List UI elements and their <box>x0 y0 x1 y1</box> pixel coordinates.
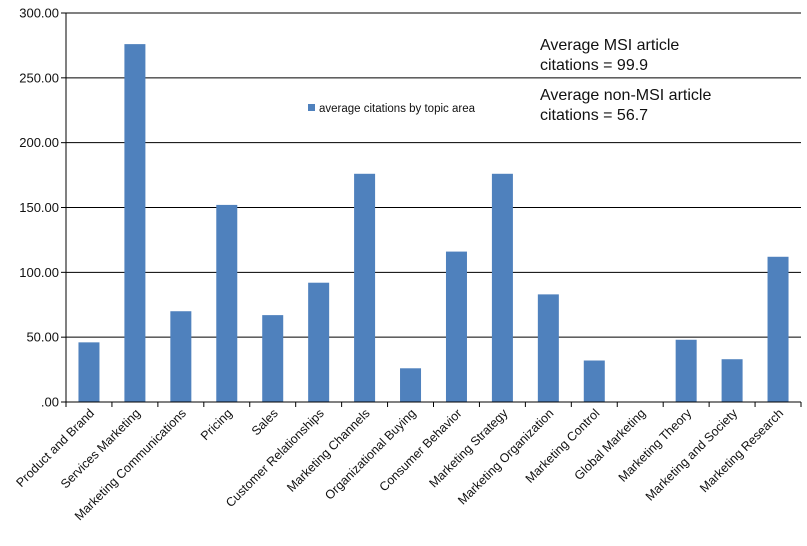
bar <box>721 359 743 402</box>
x-tick-label: Pricing <box>198 406 235 443</box>
x-tick-label: Marketing Research <box>697 406 786 495</box>
x-tick-label: Services Marketing <box>58 406 143 491</box>
non-msi-average-line2: citations = 56.7 <box>540 107 648 124</box>
y-tick-label: 200.00 <box>19 135 59 150</box>
x-tick-label: Sales <box>249 406 281 438</box>
bar <box>308 282 330 402</box>
bar <box>354 173 376 402</box>
bars <box>78 44 789 403</box>
msi-average-line2: citations = 99.9 <box>540 57 648 74</box>
y-tick-label: 100.00 <box>19 265 59 280</box>
bar <box>262 315 284 402</box>
msi-average-line1: Average MSI article <box>540 37 679 54</box>
y-tick-labels: .00 50.00 100.00 150.00 200.00 250.00 300.00 <box>19 6 59 410</box>
y-tick-label: 150.00 <box>19 200 59 215</box>
non-msi-average-line1: Average non-MSI article <box>540 87 711 104</box>
y-tick-label: 250.00 <box>19 70 59 85</box>
y-tick-label: 300.00 <box>19 6 59 21</box>
bar <box>675 339 697 402</box>
x-tick-label: Marketing and Society <box>643 406 741 504</box>
legend: average citations by topic area <box>308 103 476 115</box>
x-tick-label: Product and Brand <box>13 406 97 490</box>
x-tick-label: Organizational Buying <box>322 406 418 502</box>
bar <box>400 368 422 402</box>
bar <box>124 44 146 403</box>
bar <box>583 360 605 402</box>
bar <box>537 294 559 402</box>
bar <box>216 204 238 402</box>
gridlines <box>66 12 801 338</box>
x-tick-label: Consumer Behavior <box>377 406 465 494</box>
legend-swatch <box>308 104 315 111</box>
bar <box>170 311 192 402</box>
bar <box>78 342 100 402</box>
x-tick-label: Marketing Channels <box>284 406 373 495</box>
bar <box>445 251 467 402</box>
legend-label: average citations by topic area <box>319 103 476 115</box>
axes <box>61 12 802 407</box>
bar <box>491 173 513 402</box>
y-tick-label: .00 <box>41 395 59 410</box>
bar <box>767 256 789 402</box>
x-tick-label: Marketing Strategy <box>426 406 511 491</box>
annotations: Average MSI article citations = 99.9 Ave… <box>540 37 711 124</box>
y-tick-label: 50.00 <box>26 330 59 345</box>
